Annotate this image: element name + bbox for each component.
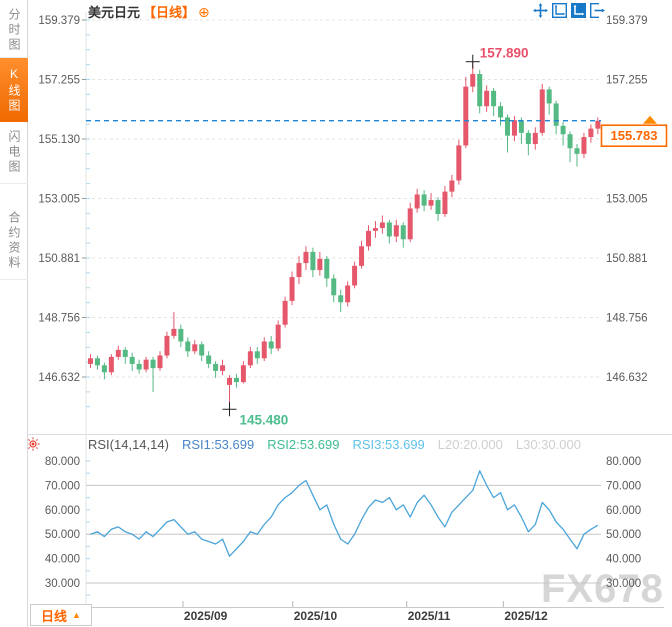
svg-text:157.255: 157.255 <box>38 74 80 86</box>
low-annotation: 145.480 <box>240 412 289 427</box>
sidebar-tab-label: 闪电图 <box>7 130 21 175</box>
add-indicator-icon[interactable]: ⊕ <box>198 3 210 20</box>
svg-text:146.632: 146.632 <box>38 372 80 384</box>
svg-text:148.756: 148.756 <box>606 313 648 325</box>
rsi-axis-labels: 80.000 80.000 70.000 70.000 60.000 60.000 50.0… <box>45 456 641 590</box>
auto-scale-icon[interactable] <box>571 3 586 18</box>
svg-text:60.000: 60.000 <box>45 505 80 517</box>
sidebar-tab-label: 合约资料 <box>7 210 21 271</box>
svg-text:150.881: 150.881 <box>38 253 80 265</box>
svg-text:2025/09: 2025/09 <box>184 609 228 623</box>
exit-fullscreen-icon[interactable] <box>590 3 605 18</box>
svg-text:30.000: 30.000 <box>45 578 80 590</box>
candlestick-series <box>88 61 601 410</box>
svg-text:159.379: 159.379 <box>38 15 80 27</box>
svg-text:2025/11: 2025/11 <box>408 609 451 623</box>
svg-text:60.000: 60.000 <box>606 505 641 517</box>
sidebar-tab-lightning[interactable]: 闪电图 <box>0 122 28 184</box>
sidebar-tab-kline[interactable]: K线图 <box>0 58 28 122</box>
sidebar-tab-contract-info[interactable]: 合约资料 <box>0 202 28 280</box>
svg-text:153.005: 153.005 <box>606 194 648 206</box>
watermark: FX678 <box>541 567 664 611</box>
sidebar-tab-label: K线图 <box>7 66 21 114</box>
rsi-gridlines <box>86 484 601 584</box>
svg-text:155.130: 155.130 <box>38 134 80 146</box>
sidebar-tab-label: 分时图 <box>7 7 21 53</box>
rsi-params-label: RSI(14,14,14) <box>88 437 169 452</box>
svg-text:159.379: 159.379 <box>606 15 648 27</box>
chart-header: 美元日元 【日线】 ⊕ <box>88 2 210 21</box>
svg-text:150.881: 150.881 <box>606 253 648 265</box>
period-selector-button[interactable]: 日线 ▲ <box>30 604 92 626</box>
svg-text:148.756: 148.756 <box>38 313 80 325</box>
svg-text:50.000: 50.000 <box>45 529 80 541</box>
rsi-settings-icon[interactable] <box>26 437 40 451</box>
svg-text:40.000: 40.000 <box>45 554 80 566</box>
svg-text:30.000: 30.000 <box>606 578 641 590</box>
symbol-name: 美元日元 <box>88 5 141 20</box>
svg-text:146.632: 146.632 <box>606 372 648 384</box>
svg-text:40.000: 40.000 <box>606 554 641 566</box>
fit-axes-icon[interactable] <box>552 3 567 18</box>
pan-icon[interactable] <box>533 3 548 18</box>
svg-text:80.000: 80.000 <box>45 456 80 468</box>
sidebar: 分时图 K线图 闪电图 合约资料 <box>0 0 28 627</box>
svg-text:153.005: 153.005 <box>38 194 80 206</box>
rsi-legend: RSI(14,14,14) RSI1:53.699 RSI2:53.699 RSI3… <box>88 437 581 452</box>
rsi-legend-item: RSI2:53.699 <box>267 437 340 452</box>
x-axis-labels: 2025/09 2025/10 2025/11 2025/12 <box>182 601 548 623</box>
rsi-legend-item: L20:20.000 <box>437 437 503 452</box>
sidebar-tab-timeline[interactable]: 分时图 <box>0 3 28 58</box>
rsi-legend-item: RSI3:53.699 <box>352 437 425 452</box>
svg-text:155.783: 155.783 <box>611 128 658 143</box>
svg-text:70.000: 70.000 <box>606 480 641 492</box>
rsi-line <box>90 470 599 557</box>
price-axis-labels: 159.379159.379157.255157.255155.130155.1… <box>38 15 647 384</box>
current-price-badge: 155.783 <box>600 115 668 148</box>
svg-text:2025/10: 2025/10 <box>294 609 338 623</box>
svg-text:80.000: 80.000 <box>606 456 641 468</box>
period-tag: 【日线】 <box>143 5 196 20</box>
dropdown-arrow-icon: ▲ <box>72 609 81 620</box>
chart-toolbar <box>533 3 605 18</box>
high-annotation: 157.890 <box>480 46 529 61</box>
price-gridlines <box>82 19 601 378</box>
period-selector-label: 日线 <box>41 608 68 624</box>
minor-ticks <box>86 19 90 596</box>
rsi-legend-values: RSI1:53.699 RSI2:53.699 RSI3:53.699 L20:20.… <box>182 437 581 452</box>
svg-text:157.255: 157.255 <box>606 74 648 86</box>
svg-text:70.000: 70.000 <box>45 480 80 492</box>
rsi-legend-item: L30:30.000 <box>515 437 581 452</box>
svg-text:2025/12: 2025/12 <box>504 609 548 623</box>
rsi-legend-item: RSI1:53.699 <box>181 437 255 452</box>
svg-text:50.000: 50.000 <box>606 529 641 541</box>
